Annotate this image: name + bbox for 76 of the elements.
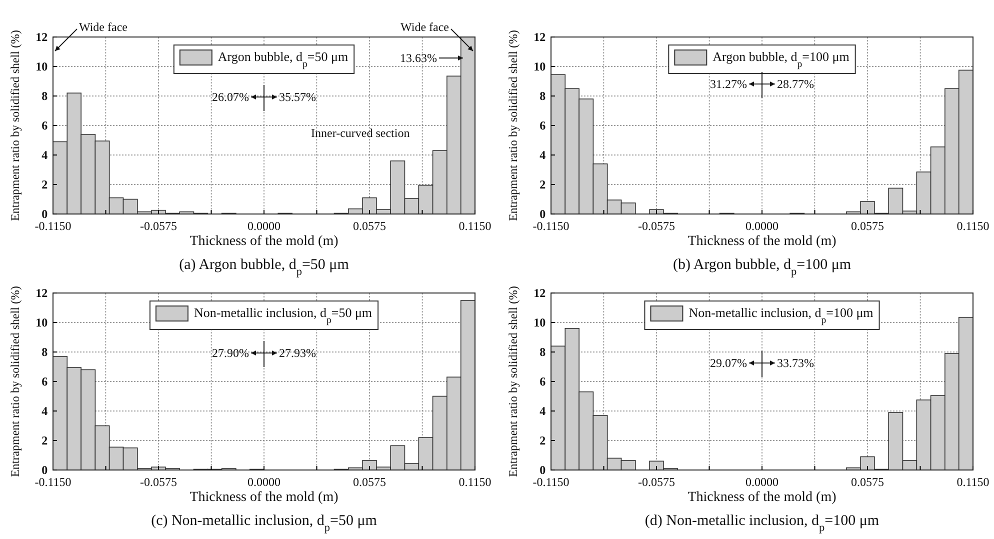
y-axis-title: Entrapment ratio by solidified shell (%) [506, 286, 520, 477]
y-tick-label: 8 [540, 344, 546, 359]
annotation: 28.77% [777, 77, 814, 91]
x-tick-label: 0.1150 [458, 219, 492, 234]
x-tick-label: 0.0575 [353, 219, 386, 234]
legend-label: Argon bubble, d$_{p}$=100 μm [712, 49, 850, 70]
x-tick-label: -0.0575 [140, 475, 177, 490]
text: (c) Non-metallic inclusion, d$_{p}$=50 μm [151, 513, 378, 534]
annotation: 13.63% [400, 51, 437, 65]
y-tick-label: 2 [540, 433, 546, 448]
y-tick-label: 8 [540, 88, 546, 103]
y-tick-label: 4 [540, 148, 546, 162]
x-tick-label: 0.0575 [851, 475, 884, 490]
y-tick-label: 0 [42, 206, 48, 221]
y-tick-label: 12 [534, 286, 546, 300]
x-tick-label: -0.1150 [34, 475, 72, 490]
y-axis-title: Entrapment ratio by solidified shell (%) [8, 30, 22, 221]
x-tick-label: 0.0575 [851, 219, 884, 234]
y-tick-label: 12 [36, 286, 48, 300]
annotation: 33.73% [777, 356, 814, 370]
x-tick-label: -0.0575 [638, 475, 675, 490]
y-tick-label: 12 [36, 30, 48, 44]
y-tick-label: 8 [42, 88, 48, 103]
x-axis-title: Thickness of the mold (m) [190, 234, 339, 249]
y-tick-label: 0 [540, 206, 546, 221]
x-tick-label: -0.1150 [34, 219, 72, 234]
x-axis-title: Thickness of the mold (m) [190, 490, 339, 505]
annotation: Inner-curved section [311, 126, 410, 140]
legend-label: Argon bubble, d$_{p}$=50 μm [218, 49, 348, 70]
legend-label: Non-metallic inclusion, d$_{p}$=100 μm [688, 305, 874, 326]
text: (d) Non-metallic inclusion, d$_{p}$=100 μm [644, 513, 880, 534]
text: Wide face [400, 20, 449, 34]
x-tick-label: -0.1150 [532, 475, 570, 490]
x-axis-title: Thickness of the mold (m) [688, 490, 837, 505]
text: (b) Argon bubble, d$_{p}$=100 μm [672, 257, 852, 278]
y-tick-label: 2 [42, 177, 48, 192]
y-tick-label: 6 [540, 118, 546, 132]
y-tick-label: 4 [540, 404, 546, 418]
annotation: 31.27% [710, 77, 747, 91]
y-tick-label: 6 [540, 374, 546, 388]
x-tick-label: 0.0575 [353, 475, 386, 490]
annotation: 26.07% [212, 90, 249, 104]
x-tick-label: 0.0000 [746, 475, 778, 490]
x-tick-label: -0.1150 [532, 219, 570, 234]
y-tick-label: 12 [534, 30, 546, 44]
text: Wide face [79, 20, 128, 34]
y-axis-title: Entrapment ratio by solidified shell (%) [8, 286, 22, 477]
y-axis-title: Entrapment ratio by solidified shell (%) [506, 30, 520, 221]
y-tick-label: 8 [42, 344, 48, 359]
y-tick-label: 4 [42, 404, 48, 418]
y-tick-label: 10 [534, 315, 546, 330]
x-tick-label: 0.0000 [746, 219, 778, 234]
y-tick-label: 4 [42, 148, 48, 162]
x-tick-label: -0.0575 [638, 219, 675, 234]
annotation: 27.93% [279, 346, 316, 360]
x-axis-title: Thickness of the mold (m) [688, 234, 837, 249]
x-tick-label: 0.1150 [458, 475, 492, 490]
y-tick-label: 0 [42, 462, 48, 477]
annotation: 29.07% [710, 356, 747, 370]
legend-label: Non-metallic inclusion, d$_{p}$=50 μm [194, 305, 372, 326]
y-tick-label: 10 [36, 59, 48, 74]
y-tick-label: 2 [42, 433, 48, 448]
x-tick-label: 0.1150 [956, 475, 990, 490]
x-tick-label: 0.1150 [956, 219, 990, 234]
text: (a) Argon bubble, d$_{p}$=50 μm [179, 257, 350, 278]
y-tick-label: 6 [42, 374, 48, 388]
y-tick-label: 6 [42, 118, 48, 132]
y-tick-label: 10 [534, 59, 546, 74]
y-tick-label: 2 [540, 177, 546, 192]
y-tick-label: 10 [36, 315, 48, 330]
annotation: 27.90% [212, 346, 249, 360]
x-tick-label: 0.0000 [248, 475, 280, 490]
x-tick-label: 0.0000 [248, 219, 280, 234]
x-tick-label: -0.0575 [140, 219, 177, 234]
annotation: 35.57% [279, 90, 316, 104]
y-tick-label: 0 [540, 462, 546, 477]
